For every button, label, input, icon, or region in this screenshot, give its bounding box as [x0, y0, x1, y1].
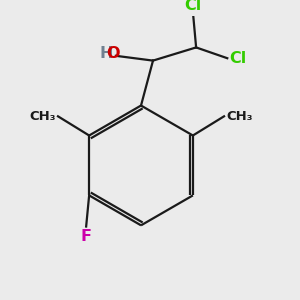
Text: CH₃: CH₃: [226, 110, 253, 123]
Text: Cl: Cl: [184, 0, 202, 13]
Text: F: F: [81, 229, 92, 244]
Text: O: O: [107, 46, 120, 61]
Text: H: H: [100, 46, 113, 61]
Text: Cl: Cl: [230, 51, 247, 66]
Text: CH₃: CH₃: [29, 110, 56, 123]
